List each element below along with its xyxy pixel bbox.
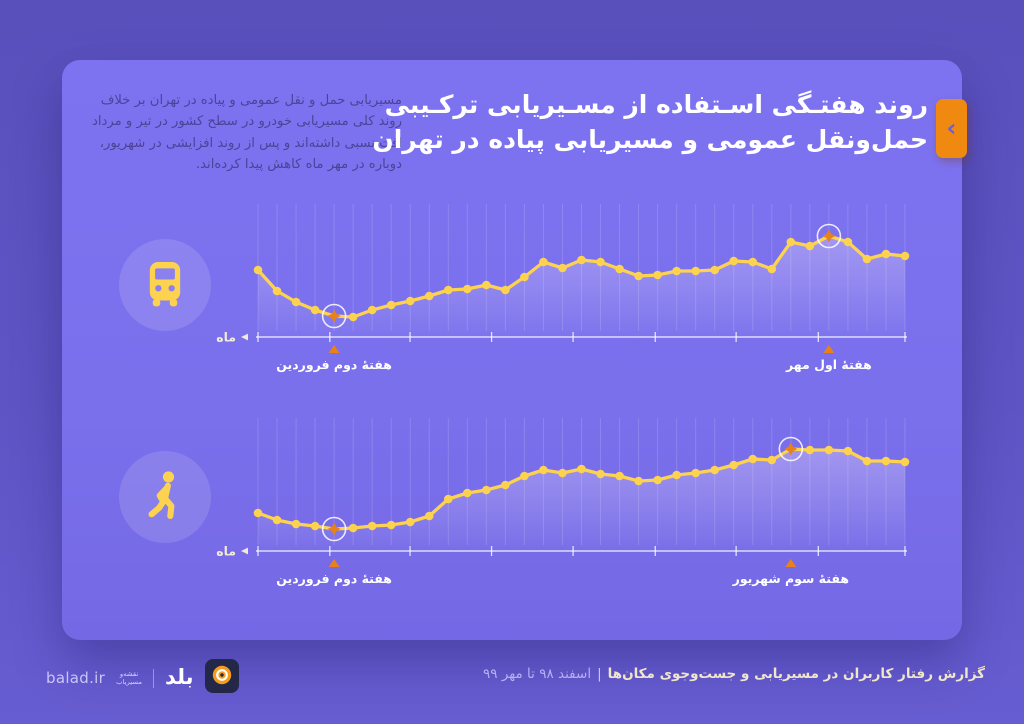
highlight-ring bbox=[321, 303, 347, 329]
highlight-marker-icon bbox=[327, 309, 341, 323]
report-title: گزارش رفتار کاربران در مسیریابی و جست‌وج… bbox=[607, 666, 985, 682]
balad-pin-logo bbox=[204, 659, 239, 697]
content-card: مسیریابی حمل و نقل عمومی و پیاده در تهرا… bbox=[62, 60, 967, 640]
annotation-triangle-icon bbox=[328, 345, 340, 353]
tagline-divider bbox=[152, 668, 154, 688]
report-caption: گزارش رفتار کاربران در مسیریابی و جست‌وج… bbox=[483, 666, 985, 682]
bus-icon-badge bbox=[119, 239, 211, 331]
page-title: روند هفتـگی اسـتفاده از مسـیریابی ترکـیب… bbox=[372, 87, 928, 157]
annotation-triangle-icon bbox=[785, 559, 797, 567]
annotation-triangle-icon bbox=[823, 345, 835, 353]
annotation-label: هفتهٔ اول مهر bbox=[785, 357, 872, 372]
previous-slide-button[interactable]: ‹ bbox=[936, 99, 967, 158]
x-axis-label: ماه bbox=[216, 544, 236, 559]
description-text: مسیریابی حمل و نقل عمومی و پیاده در تهرا… bbox=[91, 93, 402, 173]
highlight-marker-icon bbox=[784, 442, 798, 456]
public-transit-routing-chart: ماه هفتهٔ دوم فروردین هفتهٔ اول مهر bbox=[216, 204, 910, 373]
highlight-marker-icon bbox=[327, 522, 341, 536]
highlight-ring bbox=[321, 516, 347, 542]
axis-arrow-icon bbox=[241, 333, 248, 341]
page-title-line1: روند هفتـگی اسـتفاده از مسـیریابی ترکـیب… bbox=[384, 90, 928, 119]
brand-lockup: balad.ir نقشه‌و مسیریاب بلد bbox=[46, 656, 239, 700]
highlight-ring bbox=[816, 223, 842, 249]
report-period: اسفند ۹۸ تا مهر ۹۹ bbox=[483, 666, 592, 682]
site-url: balad.ir bbox=[46, 669, 106, 687]
page-title-line2: حمل‌ونقل عمومی و مسیریابی پیاده در تهران bbox=[372, 125, 928, 154]
axis-arrow-icon bbox=[241, 547, 248, 555]
annotation-label: هفتهٔ دوم فروردین bbox=[276, 357, 392, 373]
caption-separator: | bbox=[597, 666, 602, 682]
annotation-label: هفتهٔ دوم فروردین bbox=[276, 571, 392, 587]
chevron-left-icon: ‹ bbox=[946, 113, 957, 142]
highlight-ring bbox=[778, 436, 804, 462]
brand-tagline: نقشه‌و مسیریاب bbox=[116, 670, 142, 686]
walking-person-icon bbox=[137, 467, 193, 527]
annotation-label: هفتهٔ سوم شهریور bbox=[732, 571, 849, 587]
highlight-marker-icon bbox=[822, 229, 836, 243]
walking-routing-chart: ماه هفتهٔ دوم فروردین هفتهٔ سوم شهریور bbox=[216, 418, 910, 587]
brand-name: بلد bbox=[164, 664, 194, 689]
annotation-triangle-icon bbox=[328, 559, 340, 567]
walking-icon-badge bbox=[119, 451, 211, 543]
bus-icon bbox=[137, 255, 193, 315]
x-axis-label: ماه bbox=[216, 330, 236, 345]
